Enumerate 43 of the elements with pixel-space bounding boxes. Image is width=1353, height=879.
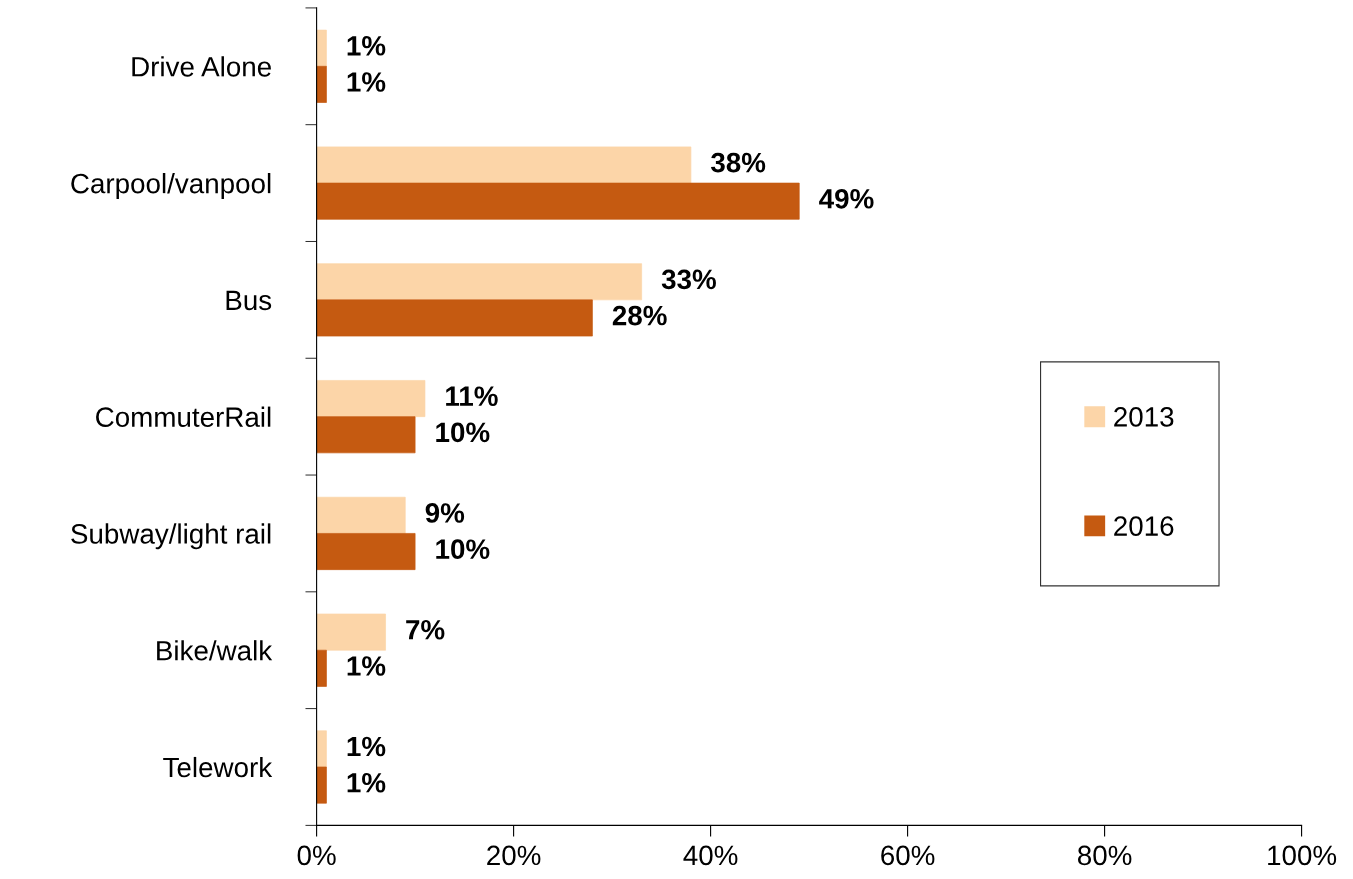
bar [316, 29, 327, 67]
x-tick-label: 0% [297, 845, 336, 866]
bar [316, 416, 416, 454]
data-label: 33% [661, 269, 716, 290]
x-tick-label: 20% [487, 845, 541, 866]
bar [316, 496, 406, 534]
bar [316, 263, 642, 301]
bar [316, 613, 386, 651]
data-label: 1% [347, 72, 386, 92]
y-tick-label: CommuterRail [96, 406, 271, 427]
data-label: 28% [612, 305, 667, 326]
bar [316, 182, 800, 220]
data-label: 9% [425, 503, 465, 523]
bar [316, 766, 327, 804]
bar [316, 533, 416, 570]
bar [316, 730, 327, 768]
data-label: 7% [406, 619, 445, 640]
bar [316, 299, 593, 337]
y-tick-label: Carpool/vanpool [71, 173, 271, 199]
data-label: 1% [347, 772, 386, 793]
data-label: 38% [710, 152, 766, 173]
legend-label: 2016 [1114, 516, 1174, 536]
x-tick-label: 40% [683, 845, 738, 866]
y-tick-label: Bike/walk [157, 640, 273, 661]
bar [316, 146, 692, 184]
data-label: 1% [347, 36, 386, 56]
data-label: 1% [347, 736, 386, 757]
bar [316, 380, 426, 417]
x-tick-label: 60% [881, 845, 935, 866]
y-tick-label: Drive Alone [132, 56, 271, 77]
data-label: 10% [436, 539, 490, 559]
data-label: 49% [819, 188, 874, 209]
x-tick-label: 80% [1078, 845, 1132, 866]
data-label: 1% [347, 656, 386, 676]
x-tick-label: 100% [1268, 845, 1337, 866]
y-tick-label: Bus [226, 290, 272, 311]
y-tick-label: Telework [163, 756, 273, 778]
data-label: 10% [436, 422, 490, 443]
bar [316, 649, 327, 687]
bar [316, 65, 327, 103]
y-tick-label: Subway/light rail [71, 523, 271, 550]
data-label: 11% [446, 386, 498, 406]
legend-label: 2013 [1114, 407, 1174, 427]
